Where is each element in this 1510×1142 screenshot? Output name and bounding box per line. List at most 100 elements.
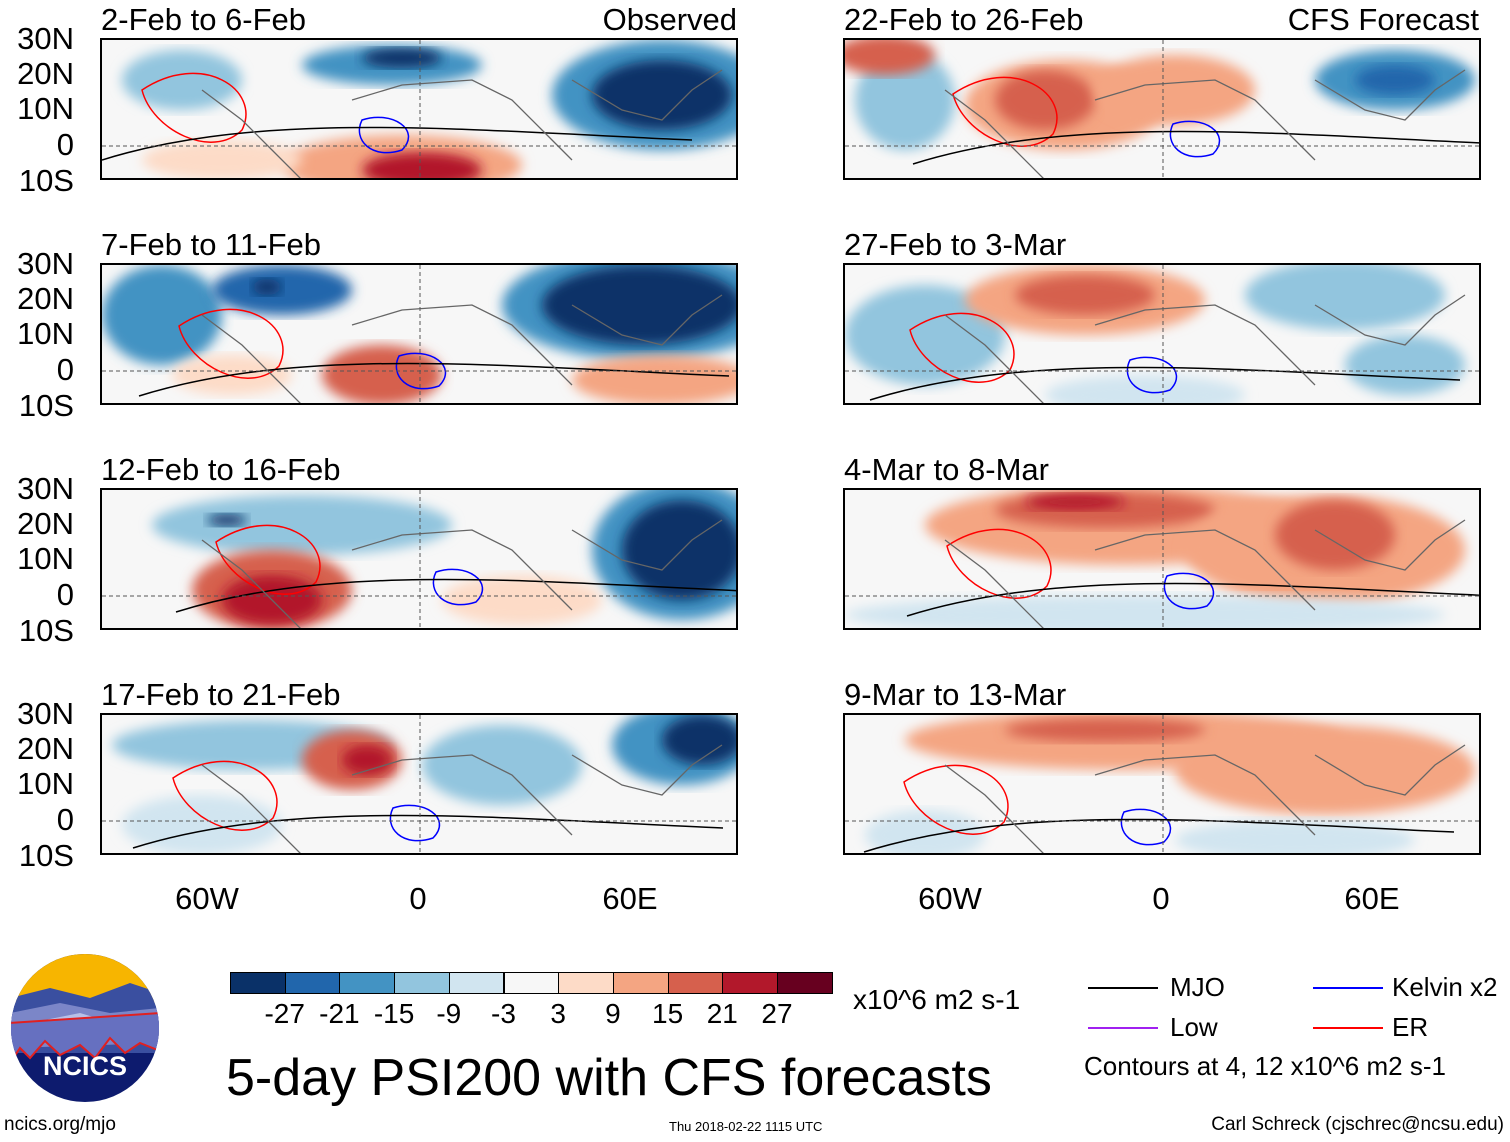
psi-anomaly-region [207, 514, 247, 526]
legend-label: MJO [1170, 972, 1225, 1002]
colorbar-swatch [230, 972, 286, 994]
lon-tick-label: 60W [175, 881, 239, 916]
psi-anomaly-region [1015, 275, 1155, 315]
legend-line-low [1088, 1027, 1158, 1029]
psi-anomaly-region [142, 140, 302, 178]
lat-tick-label: 10N [17, 541, 74, 576]
colorbar-swatch [284, 972, 341, 994]
legend-label: Kelvin x2 [1392, 972, 1498, 1002]
psi-anomaly-region [845, 40, 935, 75]
contour-line [952, 76, 1058, 147]
contour-line [869, 366, 1461, 401]
contour-line [1169, 120, 1221, 158]
lat-tick-label: 20N [17, 731, 74, 766]
psi-anomaly-region [542, 265, 736, 345]
contour-line [102, 126, 693, 161]
lat-tick-label: 20N [17, 506, 74, 541]
psi-anomaly-region [1355, 65, 1435, 95]
psi-anomaly-region [1345, 335, 1465, 395]
coastline [201, 69, 723, 178]
footer-url[interactable]: ncics.org/mjo [4, 1114, 116, 1135]
colorbar-tick-label: 15 [652, 998, 684, 1029]
lat-tick-label: 10S [18, 388, 74, 423]
lat-tick-label: 10S [18, 838, 74, 873]
footer-credit: Carl Schreck (cjschrec@ncsu.edu) [1211, 1114, 1504, 1135]
colorbar-swatch [394, 972, 450, 994]
contour-line [141, 72, 247, 143]
panel-title: 22-Feb to 26-Feb [844, 2, 1084, 37]
lat-tick-label: 10S [18, 163, 74, 198]
legend-label: Low [1170, 1012, 1218, 1042]
psi-anomaly-region [865, 810, 985, 853]
lat-tick-label: 30N [17, 471, 74, 506]
psi-anomaly-region [362, 48, 442, 68]
colorbar-tick-label: -15 [373, 998, 415, 1029]
coastline [201, 294, 723, 403]
legend-line-mjo [1088, 987, 1158, 989]
psi-anomaly-region [1025, 494, 1125, 510]
psi-anomaly-region [1175, 820, 1415, 853]
map-panel [843, 38, 1481, 180]
colorbar-tick-label: -21 [319, 998, 360, 1029]
contour-line [903, 764, 1009, 835]
lat-tick-label: 0 [56, 127, 74, 162]
colorbar-tick-label: 3 [550, 998, 566, 1029]
colorbar-tick-label: -9 [436, 998, 462, 1029]
psi-anomaly-region [1275, 500, 1395, 570]
psi-anomaly-region [592, 60, 732, 130]
coastline [944, 519, 1466, 628]
colorbar-tick-label: 21 [706, 998, 738, 1029]
psi-anomaly-region [122, 795, 282, 853]
contour-line [912, 130, 1479, 165]
contour-line [1163, 572, 1215, 610]
colorbar-tick-label: 27 [761, 998, 793, 1029]
psi-anomaly-region [995, 70, 1095, 130]
map-panel [843, 263, 1481, 405]
lat-tick-label: 10N [17, 766, 74, 801]
lat-tick-label: 20N [17, 56, 74, 91]
psi-anomaly-region [102, 265, 222, 365]
psi-anomaly-region [855, 50, 955, 150]
colorbar-swatch [722, 972, 778, 994]
forecast-header: CFS Forecast [1287, 2, 1479, 37]
psi-anomaly-region [1095, 55, 1255, 125]
psi-anomaly-region [662, 715, 736, 765]
lon-tick-label: 0 [409, 881, 427, 916]
contour-line [863, 818, 1455, 853]
lon-tick-label: 60E [1344, 881, 1400, 916]
lon-tick-label: 60W [918, 881, 982, 916]
contour-line [395, 352, 447, 390]
psi-anomaly-region [1175, 725, 1475, 815]
contour-line [389, 804, 441, 842]
map-panel [843, 488, 1481, 630]
psi-anomaly-region [342, 745, 392, 775]
lat-tick-label: 0 [56, 352, 74, 387]
colorbar-tick-label: -3 [491, 998, 516, 1029]
map-panel [100, 713, 738, 855]
lat-tick-label: 0 [56, 802, 74, 837]
map-panel [843, 713, 1481, 855]
colorbar-swatch [558, 972, 614, 994]
legend-line-er [1313, 1027, 1383, 1029]
coastline [944, 294, 1466, 403]
contour-line [358, 116, 410, 154]
colorbar-swatch [612, 972, 669, 994]
panel-title: 2-Feb to 6-Feb [101, 2, 307, 37]
psi-anomaly-region [622, 500, 736, 600]
contour-line [1120, 808, 1172, 846]
psi-anomaly-region [422, 725, 582, 805]
lon-tick-label: 60E [602, 881, 658, 916]
map-panel [100, 263, 738, 405]
colorbar-swatch [777, 972, 833, 994]
psi-anomaly-region [362, 152, 482, 178]
contour-line [432, 568, 484, 606]
contour-line [946, 528, 1052, 599]
colorbar-swatch [667, 972, 724, 994]
lon-tick-label: 0 [1152, 881, 1170, 916]
contour-line [175, 578, 736, 613]
colorbar-units: x10^6 m2 s-1 [853, 984, 1021, 1015]
lat-tick-label: 10N [17, 91, 74, 126]
contour-line [132, 814, 724, 849]
contour-line [1126, 356, 1178, 394]
